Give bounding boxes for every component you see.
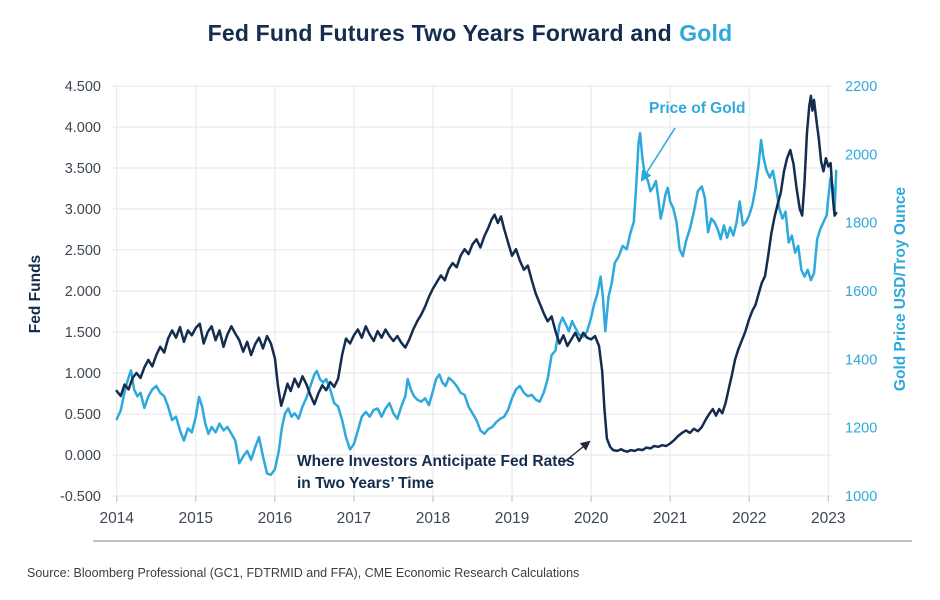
- x-axis-tick-label: 2020: [574, 510, 609, 527]
- left-axis-tick-label: 1.000: [65, 366, 101, 382]
- x-axis-tick-label: 2021: [653, 510, 687, 527]
- left-axis-tick-label: 2.500: [65, 243, 101, 259]
- left-axis-title: Fed Funds: [27, 255, 44, 333]
- chart-title-highlight: Gold: [679, 20, 733, 46]
- source-note: Source: Bloomberg Professional (GC1, FDT…: [27, 566, 580, 580]
- x-axis-tick-label: 2022: [732, 510, 766, 527]
- left-axis-tick-label: 1.500: [65, 325, 101, 341]
- x-axis-tick-label: 2018: [416, 510, 450, 527]
- left-axis-tick-label: 4.000: [65, 120, 101, 136]
- series-line-right: [115, 131, 838, 477]
- right-axis-tick-label: 1000: [845, 489, 877, 505]
- chart-title: Fed Fund Futures Two Years Forward and Go…: [0, 20, 940, 47]
- x-axis-tick-label: 2014: [100, 510, 135, 527]
- left-axis-tick-label: 0.500: [65, 407, 101, 423]
- x-axis-tick-label: 2015: [179, 510, 213, 527]
- left-axis-tick-label: 3.000: [65, 202, 101, 218]
- left-axis-tick-label: 4.500: [65, 79, 101, 95]
- plot-area: 4.500 4.000 3.500 3.000 2.500 2.000 1.500 1.000…: [60, 79, 877, 527]
- fed-rates-annotation-line1: Where Investors Anticipate Fed Rates: [297, 453, 575, 470]
- left-axis-tick-label: 2.000: [65, 284, 101, 300]
- x-axis-tick-label: 2016: [258, 510, 292, 527]
- right-axis-title: Gold Price USD/Troy Ounce: [892, 187, 909, 392]
- series-line-left: [115, 94, 838, 453]
- x-axis-tick-label: 2017: [337, 510, 371, 527]
- price-of-gold-annotation-arrow-icon: [640, 127, 676, 182]
- price-of-gold-annotation: Price of Gold: [649, 100, 746, 117]
- right-axis-tick-label: 1200: [845, 421, 877, 437]
- left-axis-tick-label: -0.500: [60, 489, 101, 505]
- right-axis-tick-label: 2000: [845, 147, 877, 163]
- fed-rates-annotation-arrow-icon: [562, 440, 591, 464]
- footer-divider: [93, 540, 912, 542]
- chart-title-main: Fed Fund Futures Two Years Forward and: [207, 20, 672, 46]
- x-axis-tick-label: 2023: [811, 510, 845, 527]
- right-axis-tick-label: 1600: [845, 284, 877, 300]
- right-axis-tick-label: 1800: [845, 216, 877, 232]
- left-axis-tick-label: 0.000: [65, 448, 101, 464]
- fed-rates-annotation: Where Investors Anticipate Fed Rates in …: [297, 451, 575, 495]
- x-axis-tick-label: 2019: [495, 510, 529, 527]
- fed-rates-annotation-line2: in Two Years’ Time: [297, 475, 434, 492]
- left-axis-tick-label: 3.500: [65, 161, 101, 177]
- right-axis-tick-label: 2200: [845, 79, 877, 95]
- right-axis-tick-label: 1400: [845, 352, 877, 368]
